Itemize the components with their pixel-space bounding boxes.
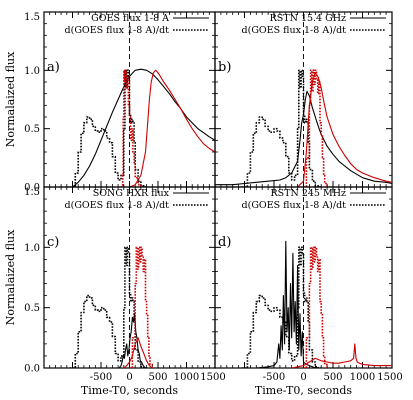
panel-letter: c)	[47, 235, 59, 250]
x-tick-label: 0	[126, 372, 132, 383]
x-tick-label: 1000	[350, 372, 375, 383]
panel-3: -500 0 500 1000 1500 Time-T0, seconds RSTN 245…	[214, 186, 403, 397]
series-line-3-red-dotted	[121, 69, 142, 187]
series-line-0-black-solid	[215, 90, 392, 186]
y-tick-label: 0.0	[24, 183, 40, 194]
series-line-1-black-dotted	[241, 69, 322, 187]
series-line-3-red-dotted	[303, 246, 328, 368]
y-axis-label: Normalaized flux	[4, 51, 17, 147]
x-tick-label: 1500	[200, 372, 225, 383]
legend-entry-label: d(GOES flux 1-8 A)/dt	[65, 25, 170, 36]
x-tick-label: 500	[148, 372, 167, 383]
series-line-2-red-solid	[291, 343, 392, 368]
series-line-1-black-dotted	[69, 246, 147, 368]
series-line-3-red-dotted	[303, 69, 328, 187]
series-line-2-red-solid	[123, 337, 153, 368]
panel-letter: b)	[218, 60, 231, 75]
series-group	[215, 69, 392, 187]
panel-0: 0.0 0.5 1.0 1.5 Normalaized flux GOES flux 1-…	[4, 11, 216, 194]
legend-entry-label: d(GOES flux 1-8 A)/dt	[65, 200, 170, 211]
y-tick-label: 1.0	[24, 243, 40, 254]
panel-letter: a)	[47, 60, 60, 75]
y-tick-label: 1.5	[24, 187, 40, 198]
y-tick-label: 0.5	[24, 303, 40, 314]
series-line-1-black-dotted	[69, 69, 147, 187]
y-tick-label: 0.0	[24, 364, 40, 375]
x-tick-label: 1500	[377, 372, 402, 383]
y-tick-label: 1.0	[24, 66, 40, 77]
series-line-2-red-solid	[112, 69, 215, 187]
series-group	[241, 240, 392, 368]
series-line-0-black-solid	[72, 68, 215, 187]
series-line-1-black-dotted	[241, 246, 322, 368]
legend-entry-label: GOES flux 1-8 A	[91, 13, 169, 24]
x-tick-label: 0	[300, 372, 306, 383]
x-tick-label: 500	[323, 372, 342, 383]
panel-2: 0.0 0.5 1.0 1.5 -500 0 500 1000 1500 Normalaized …	[4, 186, 226, 397]
legend-entry-label: RSTN 245 MHz	[271, 188, 347, 199]
legend-entry-label: d(GOES flux 1-8 A)/dt	[242, 25, 347, 36]
x-axis-label: Time-T0, seconds	[81, 384, 179, 397]
x-tick-label: 1000	[174, 372, 199, 383]
y-axis-label: Normalaized flux	[4, 229, 17, 325]
series-line-0-black-solid	[244, 240, 316, 368]
y-tick-label: 1.5	[24, 12, 40, 23]
series-group	[69, 246, 154, 368]
x-tick-label: -500	[263, 372, 285, 383]
series-line-0-black-solid	[118, 313, 146, 368]
legend-entry-label: d(GOES flux 1-8 A)/dt	[242, 200, 347, 211]
series-group	[69, 68, 215, 187]
panel-letter: d)	[218, 235, 231, 250]
legend-entry-label: RSTN 15.4 GHz	[270, 13, 346, 24]
series-line-2-red-solid	[285, 72, 392, 187]
y-tick-label: 0.5	[24, 124, 40, 135]
x-tick-label: -500	[90, 372, 112, 383]
legend-entry-label: SONG HXR flux	[93, 188, 170, 199]
x-axis-label: Time-T0, seconds	[255, 384, 353, 397]
series-line-3-red-dotted	[129, 246, 154, 368]
